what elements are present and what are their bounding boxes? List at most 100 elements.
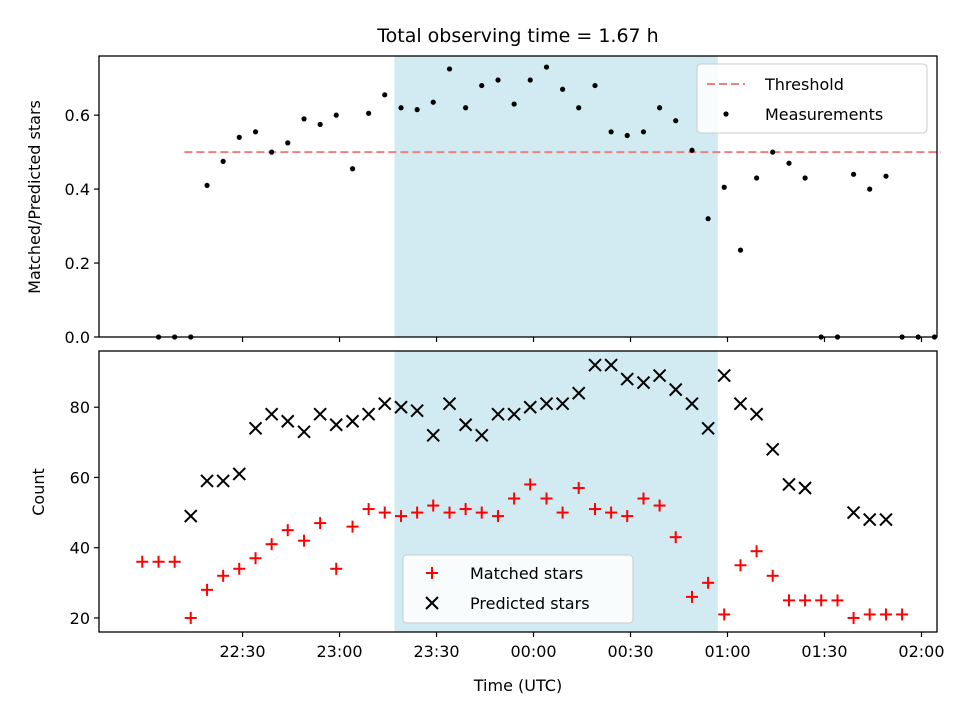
predicted-star-point — [685, 396, 699, 411]
measurement-point — [317, 121, 323, 128]
measurement-point — [446, 66, 453, 72]
legend-predicted-label: Predicted stars — [470, 594, 590, 613]
measurement-point — [802, 175, 808, 181]
bot-ytick-label: 20 — [70, 609, 90, 628]
measurement-point — [657, 105, 663, 111]
predicted-star-point — [701, 421, 715, 435]
predicted-star-point — [345, 414, 360, 428]
predicted-star-point — [442, 396, 457, 411]
predicted-star-point — [717, 368, 731, 383]
predicted-star-point — [604, 358, 618, 372]
measurement-point — [721, 184, 727, 190]
predicted-star-point — [184, 509, 198, 523]
measurement-point — [285, 140, 291, 146]
measurement-point — [382, 92, 388, 98]
matched-star-point — [492, 510, 505, 523]
measurement-point — [883, 173, 889, 179]
predicted-star-point — [507, 407, 521, 421]
measurement-point — [479, 82, 485, 89]
matched-star-point — [475, 506, 488, 519]
bot-ytick-label: 40 — [70, 539, 90, 558]
count-panel-frame — [98, 350, 938, 633]
measurement-point — [770, 149, 776, 155]
chart-title: Total observing time = 1.67 h — [376, 25, 658, 47]
predicted-star-point — [232, 467, 246, 481]
bot-ytick-label: 80 — [70, 398, 90, 417]
measurement-point — [786, 160, 792, 166]
count-panel: 20 40 60 80 22:30 23:00 23:30 00:00 00:30 01:00 01… — [29, 350, 945, 695]
measurement-point — [867, 186, 873, 192]
predicted-star-point — [765, 442, 780, 457]
matched-star-point — [621, 510, 634, 523]
measurement-point — [366, 110, 372, 116]
measurement-point — [414, 107, 420, 113]
ratio-panel: 0.0 0.2 0.4 0.6 Matched/Predicted stars Thr… — [25, 55, 941, 347]
measurement-point — [705, 216, 711, 222]
legend-measurements-swatch — [723, 111, 729, 117]
measurement-point — [592, 82, 598, 89]
top-ytick-label: 0.6 — [65, 106, 90, 125]
x-axis-label: Time (UTC) — [473, 676, 562, 695]
predicted-star-point — [426, 428, 440, 443]
measurement-point — [220, 158, 226, 164]
matched-star-point — [589, 503, 602, 516]
matched-star-point — [184, 611, 197, 624]
predicted-star-point — [216, 474, 230, 488]
matched-star-point — [750, 545, 763, 558]
xtick-label: 22:30 — [219, 642, 265, 661]
predicted-star-point — [313, 407, 327, 421]
predicted-star-point — [879, 512, 893, 527]
predicted-stars-points — [184, 358, 893, 527]
matched-star-point — [459, 503, 472, 516]
measurement-point — [527, 77, 533, 83]
predicted-star-point — [200, 474, 214, 488]
predicted-star-point — [733, 396, 748, 411]
matched-star-point — [686, 590, 699, 603]
matched-star-point — [766, 569, 779, 582]
matched-star-point — [540, 492, 553, 505]
top-ytick-label: 0.2 — [65, 254, 90, 273]
measurement-point — [204, 182, 210, 189]
measurement-point — [511, 101, 517, 107]
matched-star-point — [233, 562, 246, 575]
matched-star-point — [265, 538, 278, 551]
predicted-star-point — [394, 400, 408, 414]
matched-star-point — [427, 499, 440, 512]
ratio-legend-box — [696, 63, 928, 134]
predicted-star-point — [458, 418, 473, 432]
matched-star-point — [249, 552, 262, 565]
measurement-point — [673, 118, 679, 124]
predicted-star-point — [572, 386, 586, 400]
matched-star-point — [443, 506, 456, 519]
legend-threshold-label: Threshold — [764, 75, 844, 94]
count-panel-ylabel: Count — [29, 468, 48, 516]
measurement-point — [463, 105, 469, 111]
predicted-star-point — [523, 400, 537, 414]
predicted-star-point — [491, 407, 505, 421]
matched-star-point — [136, 555, 149, 568]
predicted-star-point — [539, 396, 554, 411]
predicted-star-point — [555, 396, 570, 411]
matched-star-point — [362, 503, 375, 516]
matched-star-point — [298, 534, 311, 547]
matched-star-point — [281, 524, 294, 537]
measurement-point — [333, 112, 339, 118]
xtick-label: 00:30 — [607, 642, 653, 661]
predicted-star-point — [782, 477, 796, 492]
measurement-point — [737, 247, 744, 253]
matched-star-point — [831, 594, 844, 607]
measurement-point — [753, 175, 760, 181]
xtick-label: 00:00 — [510, 642, 556, 661]
predicted-star-point — [636, 375, 651, 390]
measurement-point — [624, 132, 630, 139]
predicted-star-point — [248, 421, 263, 435]
matched-star-point — [653, 499, 666, 512]
matched-star-point — [879, 608, 892, 621]
measurement-point — [850, 171, 857, 177]
matched-star-point — [734, 559, 747, 572]
matched-stars-points — [136, 478, 909, 624]
matched-star-point — [168, 555, 181, 568]
measurement-point — [689, 147, 695, 153]
xtick-label: 23:30 — [413, 642, 459, 661]
measurement-point — [301, 116, 307, 122]
